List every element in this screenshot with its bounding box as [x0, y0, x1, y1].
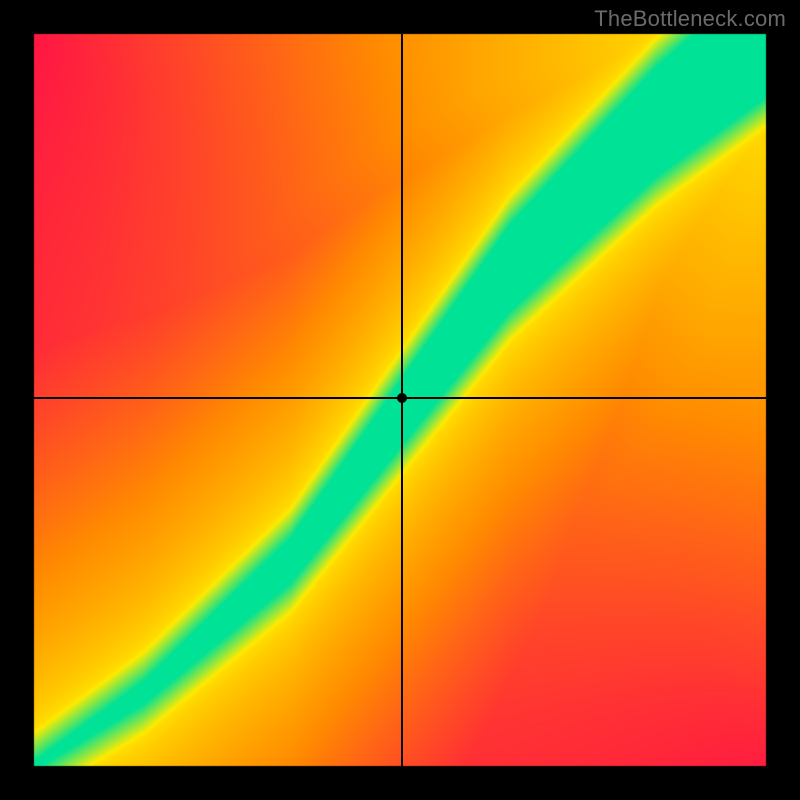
chart-container: TheBottleneck.com [0, 0, 800, 800]
watermark-text: TheBottleneck.com [594, 6, 786, 32]
crosshair-dot [397, 393, 407, 403]
